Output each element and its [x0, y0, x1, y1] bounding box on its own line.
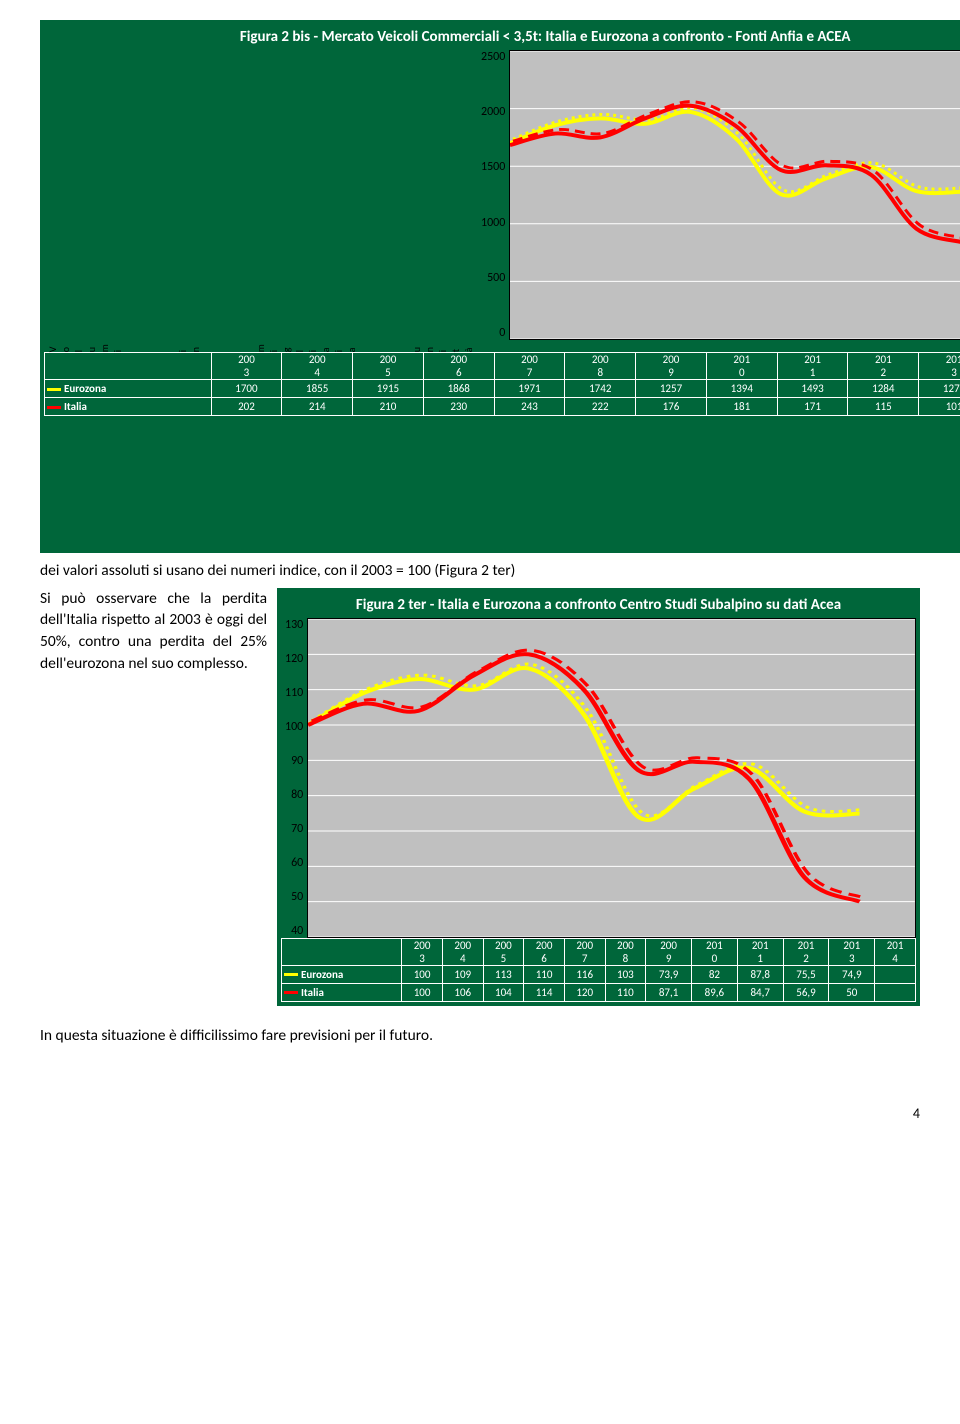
top-section: Figura 2 bis - Mercato Veicoli Commercia…	[40, 20, 920, 553]
chart2-plot	[307, 618, 916, 938]
chart2-y-ticks: 130120110100908070605040	[281, 618, 307, 938]
chart1-plot	[509, 50, 960, 340]
chart1-data-table: 2002002002002002002002012012012012013456…	[44, 352, 960, 416]
footer-paragraph: In questa situazione è difficilissimo fa…	[40, 1026, 920, 1045]
chart1-y-left-label: Volumiinmigliaiaunità	[44, 50, 477, 352]
paragraph-left: Si può osservare che la perdita dell'Ita…	[40, 588, 267, 1006]
chart1-plot-area: Volumiinmigliaiaunità 250020001500100050…	[44, 50, 960, 352]
chart2-plot-area: 130120110100908070605040	[281, 618, 916, 938]
chart1-container: Figura 2 bis - Mercato Veicoli Commercia…	[40, 20, 960, 553]
bridge-paragraph: dei valori assoluti si usano dei numeri …	[40, 561, 920, 580]
page-number: 4	[40, 1105, 920, 1122]
mid-section: Si può osservare che la perdita dell'Ita…	[40, 588, 920, 1006]
chart2-data-table: 2002002002002002002002012012012012013456…	[281, 938, 916, 1002]
chart1-title: Figura 2 bis - Mercato Veicoli Commercia…	[44, 24, 960, 50]
chart2-title: Figura 2 ter - Italia e Eurozona a confr…	[281, 592, 916, 618]
chart1-y-left-ticks: 25002000150010005000	[477, 50, 509, 340]
chart2-container: Figura 2 ter - Italia e Eurozona a confr…	[277, 588, 920, 1006]
